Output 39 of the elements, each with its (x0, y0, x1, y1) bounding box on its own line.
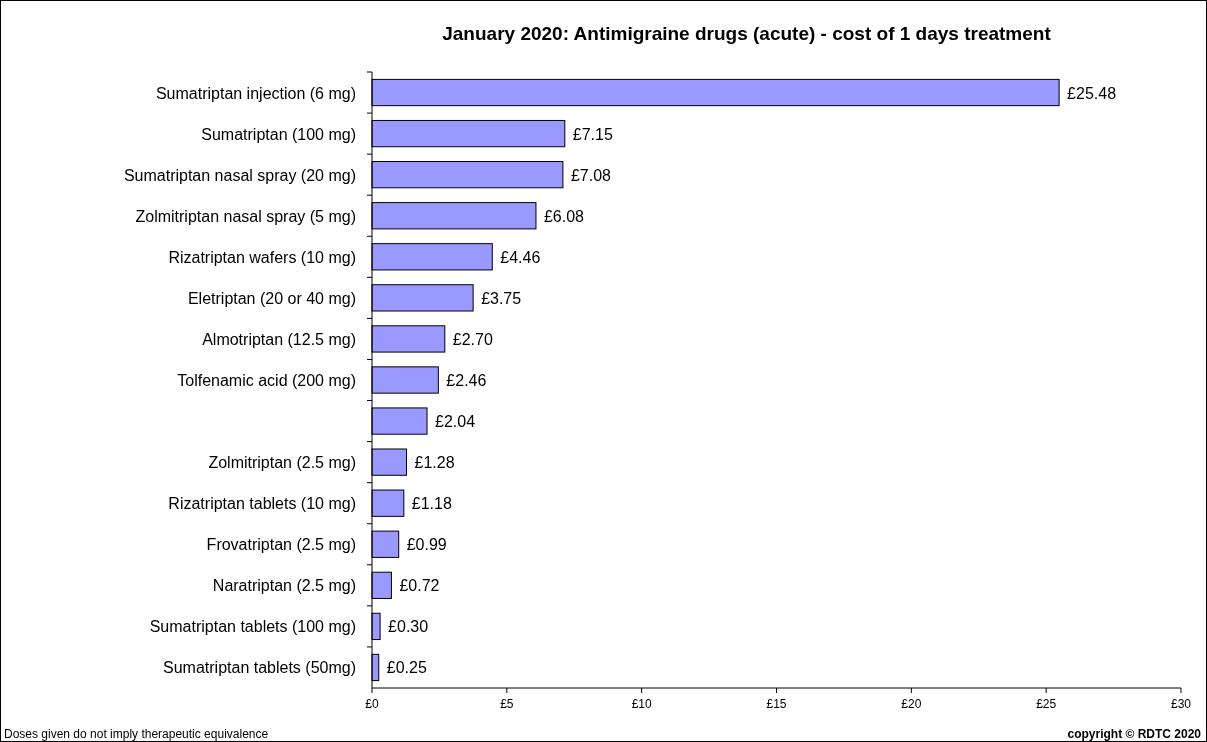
data-label: £4.46 (500, 248, 541, 266)
data-label: £0.72 (399, 577, 440, 595)
x-tick-label: £15 (766, 697, 787, 711)
data-label: £7.15 (572, 125, 613, 143)
data-label: £25.48 (1067, 84, 1117, 102)
x-tick-label: £20 (901, 697, 922, 711)
data-label: £2.04 (435, 413, 476, 431)
chart-title: January 2020: Antimigraine drugs (acute) - cost of 1 days treatment (442, 23, 1052, 44)
y-tick-label: Sumatriptan tablets (50mg) (163, 659, 356, 677)
text: Doses given do not imply therapeutic equivalence (4, 727, 269, 741)
data-label: £7.08 (570, 166, 612, 184)
y-tick-label: Sumatriptan nasal spray (20 mg) (123, 166, 356, 184)
y-tick-label: Sumatriptan tablets (100 mg) (149, 618, 356, 636)
y-tick-label: Eletriptan (20 or 40 mg) (187, 289, 356, 307)
data-label: £3.75 (481, 289, 522, 307)
y-tick-label: Sumatriptan (100 mg) (201, 125, 356, 143)
y-tick-label: Almotriptan (12.5 mg) (202, 330, 356, 348)
y-tick-label: Rizatriptan tablets (10 mg) (168, 495, 356, 513)
data-label: £6.08 (543, 207, 585, 225)
x-tick-label: £5 (500, 697, 514, 711)
y-tick-label: Rizatriptan wafers (10 mg) (168, 248, 356, 266)
y-tick-label: Naratriptan (2.5 mg) (212, 577, 356, 595)
x-tick-label: £0 (365, 697, 379, 711)
x-tick-label: £10 (631, 697, 652, 711)
x-tick-label: £25 (1036, 697, 1057, 711)
text: copyright © RDTC 2020 (1067, 727, 1202, 741)
data-label: £0.99 (406, 536, 447, 554)
y-tick-label: Sumatriptan injection (6 mg) (155, 84, 356, 102)
x-tick-label: £30 (1170, 697, 1192, 711)
y-tick-label: Zolmitriptan (2.5 mg) (208, 454, 356, 472)
data-label: £1.28 (414, 454, 455, 472)
data-label: £1.18 (411, 495, 452, 513)
data-label: £0.30 (388, 618, 429, 636)
data-label: £0.25 (386, 659, 427, 677)
data-label: £2.70 (452, 330, 493, 348)
y-tick-label: Tolfenamic acid (200 mg) (177, 372, 356, 389)
y-tick-label: Frovatriptan (2.5 mg) (206, 536, 356, 554)
data-label: £2.46 (446, 372, 487, 389)
y-tick-label: Zolmitriptan nasal spray (5 mg) (135, 207, 356, 225)
